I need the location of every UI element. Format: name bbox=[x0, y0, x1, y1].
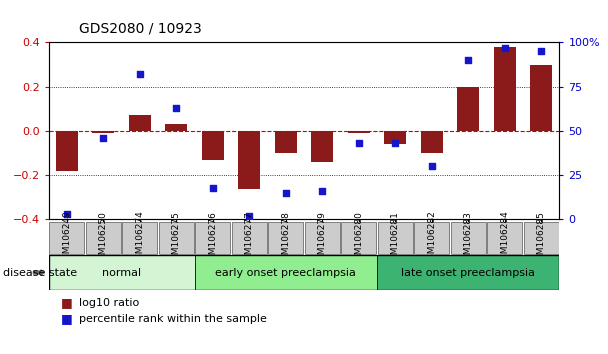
Bar bbox=[348, 131, 370, 133]
Point bbox=[354, 141, 364, 146]
Point bbox=[463, 57, 473, 63]
Bar bbox=[530, 65, 552, 131]
FancyBboxPatch shape bbox=[268, 222, 303, 254]
Point bbox=[171, 105, 181, 111]
FancyBboxPatch shape bbox=[378, 222, 413, 254]
FancyBboxPatch shape bbox=[523, 222, 559, 254]
Point bbox=[208, 185, 218, 190]
Bar bbox=[92, 131, 114, 133]
Point bbox=[135, 72, 145, 77]
FancyBboxPatch shape bbox=[451, 222, 486, 254]
Bar bbox=[421, 131, 443, 153]
Text: GSM106280: GSM106280 bbox=[354, 211, 363, 266]
FancyBboxPatch shape bbox=[305, 222, 340, 254]
Text: GDS2080 / 10923: GDS2080 / 10923 bbox=[79, 21, 202, 35]
Text: GSM106250: GSM106250 bbox=[99, 211, 108, 266]
Bar bbox=[457, 87, 479, 131]
Bar bbox=[494, 47, 516, 131]
Text: early onset preeclampsia: early onset preeclampsia bbox=[215, 268, 356, 278]
FancyBboxPatch shape bbox=[49, 255, 195, 290]
Bar bbox=[238, 131, 260, 188]
Bar bbox=[275, 131, 297, 153]
Text: GSM106278: GSM106278 bbox=[282, 211, 290, 266]
Text: GSM106249: GSM106249 bbox=[63, 211, 71, 266]
Point bbox=[500, 45, 510, 51]
Text: GSM106277: GSM106277 bbox=[245, 211, 254, 266]
Point bbox=[98, 135, 108, 141]
Text: GSM106285: GSM106285 bbox=[537, 211, 545, 266]
Point bbox=[536, 48, 546, 54]
FancyBboxPatch shape bbox=[195, 222, 230, 254]
Point bbox=[244, 213, 254, 219]
Text: disease state: disease state bbox=[3, 268, 77, 278]
Text: GSM106274: GSM106274 bbox=[136, 211, 144, 266]
FancyBboxPatch shape bbox=[232, 222, 267, 254]
FancyBboxPatch shape bbox=[377, 255, 559, 290]
FancyBboxPatch shape bbox=[195, 255, 377, 290]
Text: ■: ■ bbox=[61, 296, 72, 309]
FancyBboxPatch shape bbox=[414, 222, 449, 254]
Text: GSM106281: GSM106281 bbox=[391, 211, 399, 266]
Point bbox=[62, 211, 72, 217]
Text: log10 ratio: log10 ratio bbox=[79, 298, 139, 308]
Text: normal: normal bbox=[102, 268, 141, 278]
Bar bbox=[202, 131, 224, 160]
Bar bbox=[129, 115, 151, 131]
Text: late onset preeclampsia: late onset preeclampsia bbox=[401, 268, 535, 278]
FancyBboxPatch shape bbox=[341, 222, 376, 254]
Bar bbox=[165, 124, 187, 131]
Text: percentile rank within the sample: percentile rank within the sample bbox=[79, 314, 267, 324]
Text: GSM106279: GSM106279 bbox=[318, 211, 326, 266]
Bar bbox=[56, 131, 78, 171]
Point bbox=[390, 141, 400, 146]
FancyBboxPatch shape bbox=[49, 222, 85, 254]
FancyBboxPatch shape bbox=[122, 222, 157, 254]
Text: GSM106284: GSM106284 bbox=[500, 211, 509, 266]
Text: GSM106275: GSM106275 bbox=[172, 211, 181, 266]
Bar bbox=[384, 131, 406, 144]
FancyBboxPatch shape bbox=[487, 222, 522, 254]
Text: GSM106276: GSM106276 bbox=[209, 211, 217, 266]
Bar bbox=[311, 131, 333, 162]
Point bbox=[427, 164, 437, 169]
Point bbox=[317, 188, 327, 194]
Point bbox=[281, 190, 291, 196]
Text: GSM106283: GSM106283 bbox=[464, 211, 472, 266]
FancyBboxPatch shape bbox=[159, 222, 194, 254]
FancyBboxPatch shape bbox=[86, 222, 121, 254]
Text: ■: ■ bbox=[61, 312, 72, 325]
Text: GSM106282: GSM106282 bbox=[427, 211, 436, 266]
